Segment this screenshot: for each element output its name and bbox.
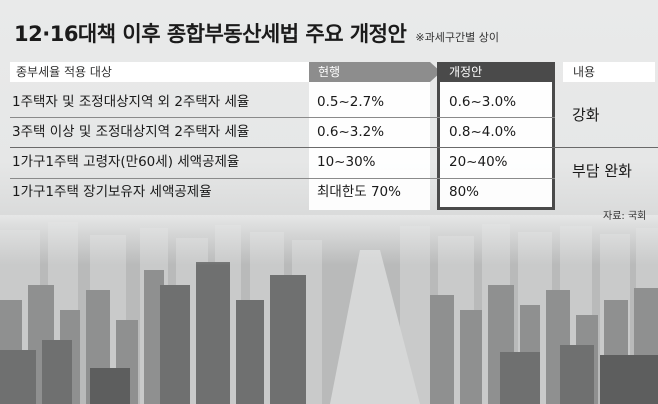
- row-label: 1가구1주택 장기보유자 세액공제율: [12, 184, 212, 200]
- row-revised-value: 0.8~4.0%: [449, 124, 517, 140]
- row-revised-value: 0.6~3.0%: [449, 94, 517, 110]
- row-label: 1가구1주택 고령자(만60세) 세액공제율: [12, 154, 240, 170]
- title-note: ※과세구간별 상이: [415, 31, 499, 44]
- row-divider: [10, 178, 555, 179]
- title-row: 12·16대책 이후 종합부동산세법 주요 개정안 ※과세구간별 상이: [14, 18, 499, 48]
- header-revised: 개정안: [437, 62, 555, 82]
- current-column-bg: [309, 82, 430, 210]
- row-label: 1주택자 및 조정대상지역 외 2주택자 세율: [12, 94, 250, 110]
- header-current: 현행: [309, 62, 430, 82]
- arrow-right-icon: [430, 62, 441, 82]
- content-strengthen: 강화: [572, 106, 600, 124]
- page-title: 12·16대책 이후 종합부동산세법 주요 개정안: [14, 22, 407, 46]
- row-current-value: 0.5~2.7%: [317, 94, 385, 110]
- header-content: 내용: [563, 62, 655, 82]
- row-divider: [10, 117, 555, 118]
- row-current-value: 최대한도 70%: [317, 184, 401, 200]
- content-relief: 부담 완화: [572, 162, 632, 180]
- row-revised-value: 80%: [449, 184, 480, 200]
- group-divider: [10, 147, 658, 148]
- revised-column-box: [437, 82, 555, 210]
- row-label: 3주택 이상 및 조정대상지역 2주택자 세율: [12, 124, 250, 140]
- source-credit: 자료: 국회: [603, 211, 647, 222]
- header-target: 종부세율 적용 대상: [10, 62, 312, 82]
- row-current-value: 10~30%: [317, 154, 376, 170]
- row-current-value: 0.6~3.2%: [317, 124, 385, 140]
- row-revised-value: 20~40%: [449, 154, 508, 170]
